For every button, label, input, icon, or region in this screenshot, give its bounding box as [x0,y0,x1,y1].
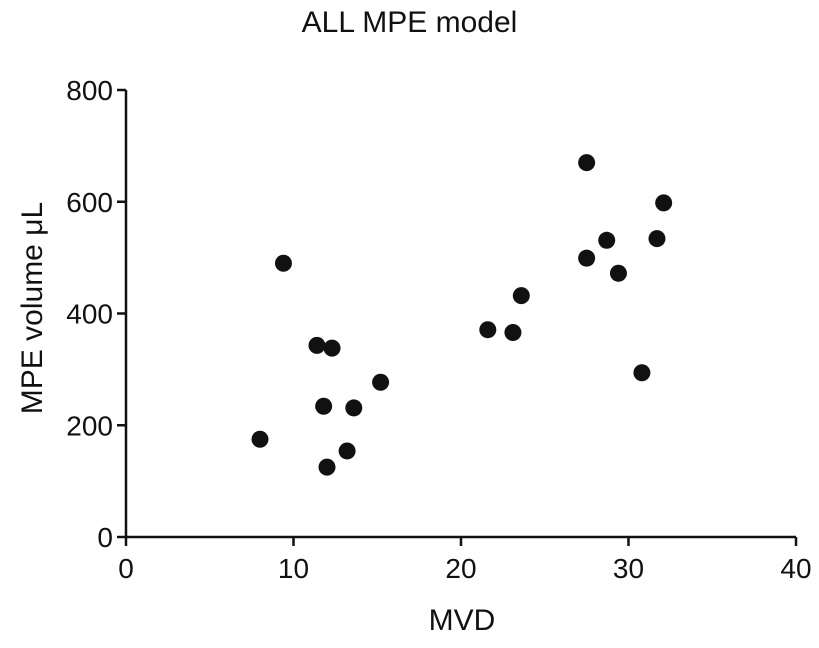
y-tick-label: 200 [66,410,113,441]
data-point [578,154,596,172]
data-point [345,399,363,417]
data-point [512,287,530,305]
data-point [308,336,326,354]
chart-title: ALL MPE model [301,6,518,39]
data-point [633,364,651,382]
y-tick-label: 400 [66,299,113,330]
data-point [323,339,341,357]
y-tick-label: 0 [97,522,113,553]
data-point [251,430,269,448]
data-point [315,397,333,415]
x-tick-label: 0 [118,553,134,584]
x-axis-label: MVD [428,604,496,637]
x-tick-label: 30 [613,553,644,584]
data-point [578,249,596,267]
x-tick-label: 10 [278,553,309,584]
data-points [251,154,673,476]
x-tick-label: 40 [780,553,811,584]
data-point [655,194,673,212]
y-tick-label: 600 [66,187,113,218]
data-point [479,321,497,339]
x-tick-label: 20 [445,553,476,584]
ticks: 0 200 400 600 800 0 10 20 30 40 [66,75,811,584]
data-point [609,264,627,282]
data-point [318,458,336,476]
data-point [648,230,666,248]
axes [124,90,796,539]
data-point [274,254,292,272]
data-point [504,323,522,341]
data-point [598,231,616,249]
y-tick-label: 800 [66,75,113,106]
data-point [372,373,390,391]
data-point [338,442,356,460]
